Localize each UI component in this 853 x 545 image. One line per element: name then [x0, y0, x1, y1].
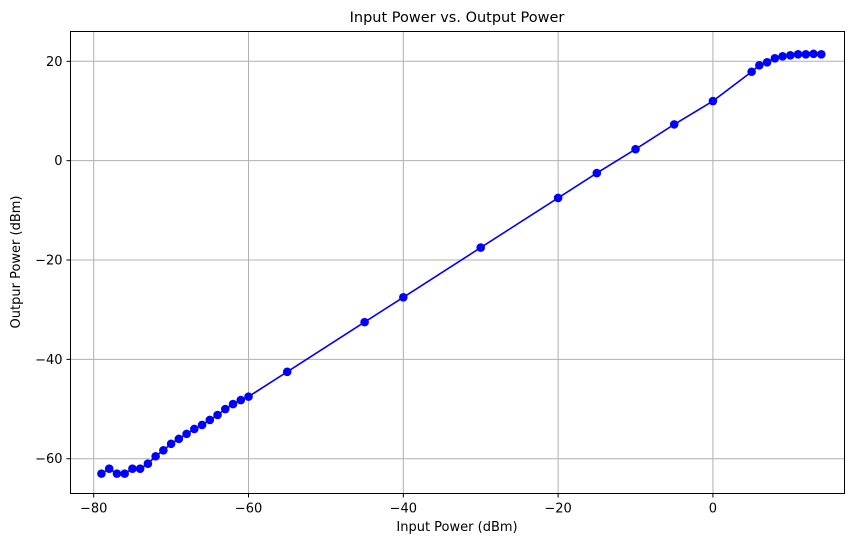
data-point	[755, 60, 764, 70]
data-point	[778, 52, 787, 61]
data-point	[151, 451, 160, 461]
data-point	[360, 317, 369, 327]
y-tick-label: 20	[46, 55, 63, 70]
x-tick-label: −80	[80, 502, 107, 517]
y-axis-label: Outpur Power (dBm)	[9, 196, 24, 329]
data-point	[213, 410, 222, 420]
x-axis-label: Input Power (dBm)	[396, 520, 517, 535]
y-tick-label: 0	[54, 154, 62, 169]
data-point	[244, 392, 253, 401]
x-tick-label: −20	[544, 502, 571, 517]
y-tick-label: −20	[35, 254, 62, 269]
chart-title: Input Power vs. Output Power	[350, 10, 565, 26]
data-point	[747, 67, 756, 77]
data-point	[120, 469, 129, 478]
data-point	[128, 464, 137, 473]
data-point	[786, 51, 795, 60]
plot-frame	[70, 31, 845, 494]
data-point	[801, 50, 811, 59]
y-tick-label: −40	[35, 353, 62, 368]
data-point	[190, 424, 199, 434]
data-point	[669, 120, 679, 129]
data-point	[221, 404, 230, 414]
data-point	[762, 58, 772, 67]
data-point	[282, 367, 292, 377]
data-point	[228, 399, 238, 409]
data-point	[97, 469, 106, 478]
data-point	[809, 49, 818, 59]
data-point	[205, 415, 215, 425]
data-point	[236, 395, 246, 405]
axis-ticks: −80 −60 −40 −20 0 −60 −40 −20 0 20	[35, 55, 717, 517]
x-tick-label: −60	[235, 502, 262, 517]
data-point	[112, 469, 122, 478]
data-point	[143, 459, 153, 468]
data-point	[770, 54, 780, 63]
data-point	[104, 464, 114, 473]
data-point	[135, 464, 145, 473]
data-point	[159, 445, 168, 455]
data-point	[816, 50, 826, 59]
x-tick-label: 0	[709, 502, 717, 517]
series-layer	[97, 49, 826, 478]
data-point	[166, 439, 176, 449]
data-point	[708, 96, 718, 106]
data-point	[399, 292, 408, 302]
data-point	[553, 193, 563, 203]
data-point	[592, 168, 602, 178]
data-point	[793, 50, 803, 59]
grid-lines	[70, 31, 845, 494]
data-point	[182, 429, 191, 439]
data-point	[631, 144, 640, 154]
data-point	[197, 420, 207, 430]
data-point	[174, 434, 184, 444]
data-point	[476, 243, 486, 252]
x-tick-label: −40	[390, 502, 417, 517]
y-tick-label: −60	[35, 452, 62, 467]
